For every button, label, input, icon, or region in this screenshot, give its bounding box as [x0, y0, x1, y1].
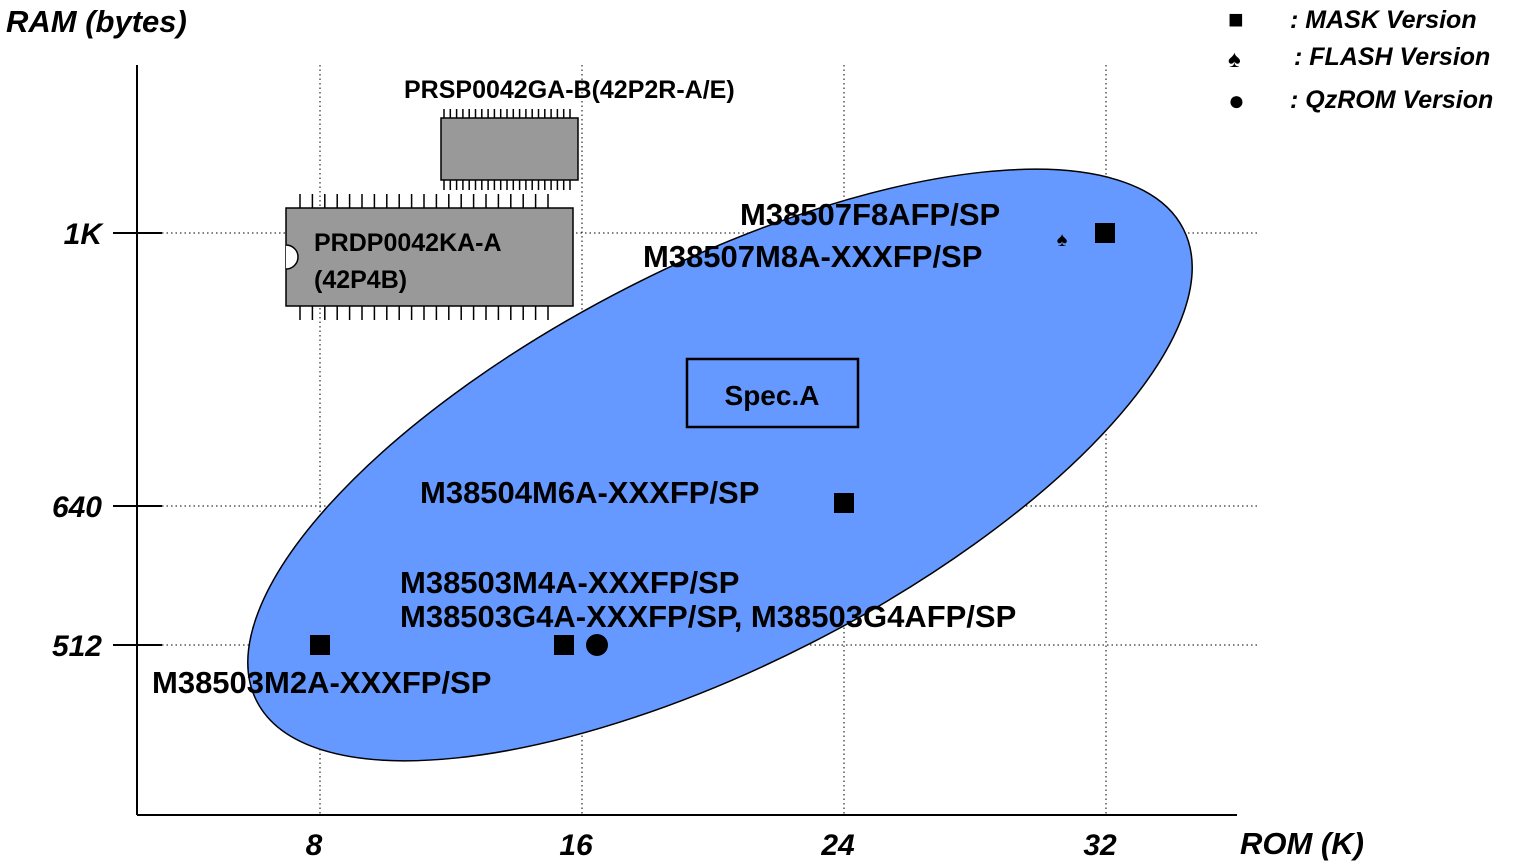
- mask-version-point: [554, 635, 574, 655]
- y-tick-label: 1K: [64, 218, 105, 251]
- x-tick-label: 16: [559, 829, 593, 862]
- legend-label-qzrom: : QzROM Version: [1290, 86, 1494, 114]
- dip-pins-bottom: [299, 306, 549, 320]
- point-label: M38503M2A-XXXFP/SP: [152, 665, 491, 700]
- dip-pins-top: [299, 194, 549, 208]
- spec-label: Spec.A: [725, 380, 820, 411]
- point-label: M38507M8A-XXXFP/SP: [643, 239, 982, 274]
- y-tick-label: 640: [52, 491, 102, 524]
- point-label: M38503G4A-XXXFP/SP, M38503G4AFP/SP: [400, 599, 1016, 634]
- mask-version-point: [1095, 223, 1115, 243]
- package-label-prdp-line1: PRDP0042KA-A: [314, 229, 502, 257]
- data-points: ♠: [310, 223, 1115, 656]
- mask-version-point: [310, 635, 330, 655]
- qzrom-version-point: [586, 634, 608, 656]
- qfp-pins-top: [443, 109, 571, 118]
- spec-label-box: [685, 357, 860, 429]
- legend-label-flash: : FLASH Version: [1294, 43, 1491, 71]
- point-label: M38504M6A-XXXFP/SP: [420, 475, 759, 510]
- package-label-prsp: PRSP0042GA-B(42P2R-A/E): [404, 76, 735, 104]
- spec-region: [247, 168, 1193, 762]
- package-label-prdp-line2: (42P4B): [314, 266, 407, 294]
- flash-version-point: ♠: [1057, 229, 1068, 251]
- x-tick-label: 8: [306, 829, 323, 862]
- qfp-package-icon: [440, 109, 579, 190]
- mask-version-point: [834, 493, 854, 513]
- x-axis-title: ROM (K): [1240, 826, 1364, 861]
- point-label: M38503M4A-XXXFP/SP: [400, 565, 739, 600]
- point-labels: M38503M2A-XXXFP/SPM38503M4A-XXXFP/SPM385…: [152, 197, 1016, 700]
- y-axis-title: RAM (bytes): [6, 4, 187, 39]
- qfp-pins-bottom: [443, 180, 571, 190]
- point-label: M38507F8AFP/SP: [740, 197, 1000, 232]
- square-marker-icon: ■: [1228, 4, 1244, 34]
- tick-labels: 8 16 24 32 512 640 1K: [52, 218, 1117, 862]
- x-tick-label: 24: [820, 829, 855, 862]
- y-tick-label: 512: [52, 630, 102, 663]
- spade-marker-icon: ♠: [1228, 46, 1241, 73]
- circle-marker-icon: ●: [1228, 85, 1245, 116]
- legend-label-mask: : MASK Version: [1290, 6, 1477, 34]
- x-tick-label: 32: [1083, 829, 1117, 862]
- dip-package-icon: [285, 194, 574, 320]
